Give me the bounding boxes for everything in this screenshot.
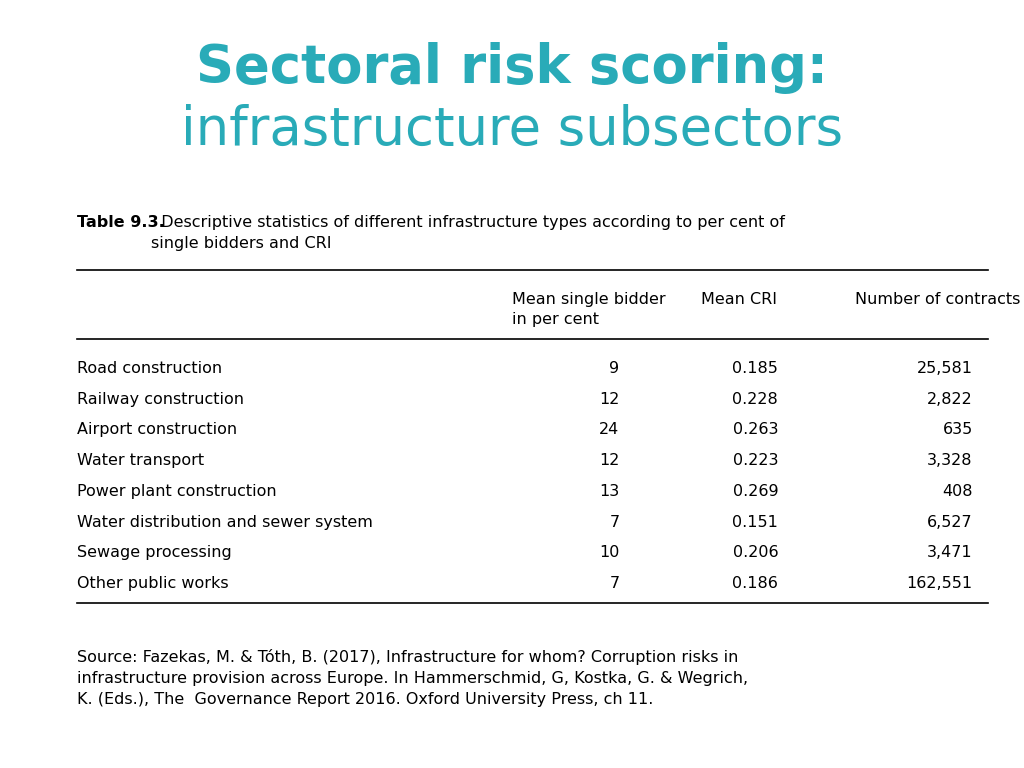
Text: 6,527: 6,527: [927, 515, 973, 530]
Text: 0.185: 0.185: [732, 361, 778, 376]
Text: 24: 24: [599, 422, 620, 438]
Text: 7: 7: [609, 576, 620, 591]
Text: 25,581: 25,581: [916, 361, 973, 376]
Text: 0.263: 0.263: [733, 422, 778, 438]
Text: 2,822: 2,822: [927, 392, 973, 407]
Text: 12: 12: [599, 453, 620, 468]
Text: 0.151: 0.151: [732, 515, 778, 530]
Text: Source: Fazekas, M. & Tóth, B. (2017), Infrastructure for whom? Corruption risks: Source: Fazekas, M. & Tóth, B. (2017), I…: [77, 649, 748, 707]
Text: 12: 12: [599, 392, 620, 407]
Text: Sectoral risk scoring:: Sectoral risk scoring:: [196, 42, 828, 94]
Text: Railway construction: Railway construction: [77, 392, 244, 407]
Text: 0.223: 0.223: [733, 453, 778, 468]
Text: 0.206: 0.206: [732, 545, 778, 561]
Text: Road construction: Road construction: [77, 361, 222, 376]
Text: Table 9.3.: Table 9.3.: [77, 215, 165, 230]
Text: 3,328: 3,328: [928, 453, 973, 468]
Text: Descriptive statistics of different infrastructure types according to per cent o: Descriptive statistics of different infr…: [151, 215, 784, 251]
Text: 9: 9: [609, 361, 620, 376]
Text: Mean CRI: Mean CRI: [701, 292, 777, 307]
Text: 10: 10: [599, 545, 620, 561]
Text: Water transport: Water transport: [77, 453, 204, 468]
Text: 635: 635: [942, 422, 973, 438]
Text: 13: 13: [599, 484, 620, 499]
Text: infrastructure subsectors: infrastructure subsectors: [181, 104, 843, 156]
Text: Mean single bidder
in per cent: Mean single bidder in per cent: [512, 292, 666, 326]
Text: Airport construction: Airport construction: [77, 422, 237, 438]
Text: Number of contracts: Number of contracts: [855, 292, 1020, 307]
Text: 408: 408: [942, 484, 973, 499]
Text: 0.228: 0.228: [732, 392, 778, 407]
Text: 7: 7: [609, 515, 620, 530]
Text: Power plant construction: Power plant construction: [77, 484, 276, 499]
Text: Water distribution and sewer system: Water distribution and sewer system: [77, 515, 373, 530]
Text: 0.269: 0.269: [732, 484, 778, 499]
Text: 3,471: 3,471: [927, 545, 973, 561]
Text: 0.186: 0.186: [732, 576, 778, 591]
Text: Other public works: Other public works: [77, 576, 228, 591]
Text: Sewage processing: Sewage processing: [77, 545, 231, 561]
Text: 162,551: 162,551: [906, 576, 973, 591]
